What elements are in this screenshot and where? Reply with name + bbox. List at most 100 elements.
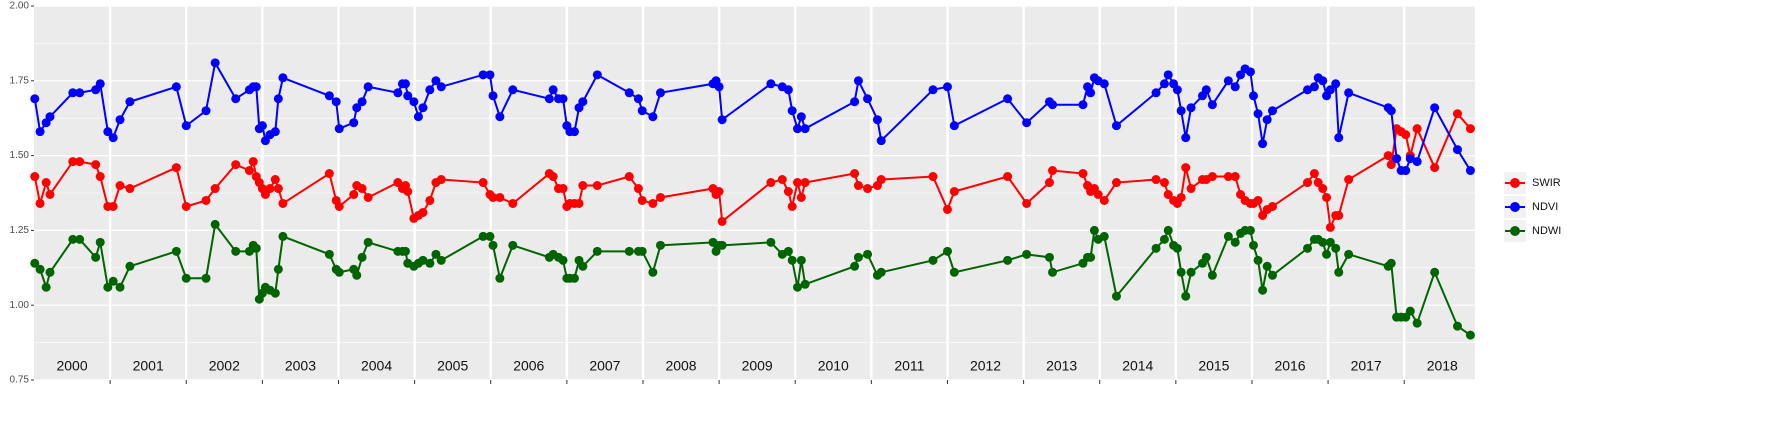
point [41,178,51,188]
point [45,267,55,277]
point [115,181,125,191]
point [488,192,498,202]
point [1230,237,1240,247]
point [210,58,220,68]
point [1401,166,1411,176]
point [1022,198,1032,208]
point [777,175,787,185]
point [1452,321,1462,331]
point [766,178,776,188]
point [278,231,288,241]
year-label: 2013 [1046,358,1077,374]
point [91,252,101,262]
point [1318,76,1328,86]
point [45,112,55,122]
point [270,175,280,185]
point [1405,306,1415,316]
point [1344,249,1354,259]
point [75,157,85,167]
point [125,184,135,194]
point [508,240,518,250]
point [485,70,495,80]
point [850,97,860,107]
point [1262,261,1272,271]
point [766,79,776,89]
point [569,273,579,283]
point [793,178,803,188]
point [495,192,505,202]
point [1303,85,1313,95]
point [578,181,588,191]
point [853,76,863,86]
point [1392,154,1402,164]
point [1262,115,1272,125]
point [876,136,886,146]
point [108,276,118,286]
point [853,252,863,262]
point [648,198,658,208]
point [363,237,373,247]
point [210,219,220,229]
point [30,258,40,268]
point [1430,163,1440,173]
point [334,267,344,277]
point [928,85,938,95]
year-label: 2012 [970,358,1001,374]
legend-label: NDWI [1532,225,1561,237]
point [574,198,584,208]
point [1412,318,1422,328]
point [1099,79,1109,89]
year-label: 2008 [665,358,696,374]
point [68,157,78,167]
point [425,85,435,95]
point [125,261,135,271]
point [115,282,125,292]
year-label: 2014 [1122,358,1153,374]
legend-dot [1510,202,1520,212]
point [1412,124,1422,134]
point [1163,70,1173,80]
point [357,97,367,107]
point [35,127,45,137]
point [91,160,101,170]
legend-label: NDVI [1532,201,1558,213]
year-label: 2000 [56,358,87,374]
point [592,181,602,191]
point [1309,169,1319,179]
point [103,127,113,137]
point [1223,172,1233,182]
point [796,112,806,122]
point [488,91,498,101]
y-tick-label: 2.00 [10,1,30,12]
point [1223,231,1233,241]
point [68,234,78,244]
point [1253,109,1263,119]
point [800,124,810,134]
year-label: 2004 [361,358,392,374]
point [942,82,952,92]
point [1344,175,1354,185]
point [231,246,241,256]
point [495,112,505,122]
point [1309,82,1319,92]
point [1186,184,1196,194]
point [181,121,191,131]
point [637,195,647,205]
point [1303,243,1313,253]
point [796,192,806,202]
point [108,201,118,211]
point [334,201,344,211]
point [1078,100,1088,110]
point [578,97,588,107]
point [251,82,261,92]
point [425,258,435,268]
point [1245,67,1255,77]
point [717,240,727,250]
point [1303,178,1313,188]
point [1207,100,1217,110]
year-label: 2011 [894,358,924,374]
point [592,70,602,80]
point [1465,124,1475,134]
point [418,103,428,113]
point [544,94,554,104]
